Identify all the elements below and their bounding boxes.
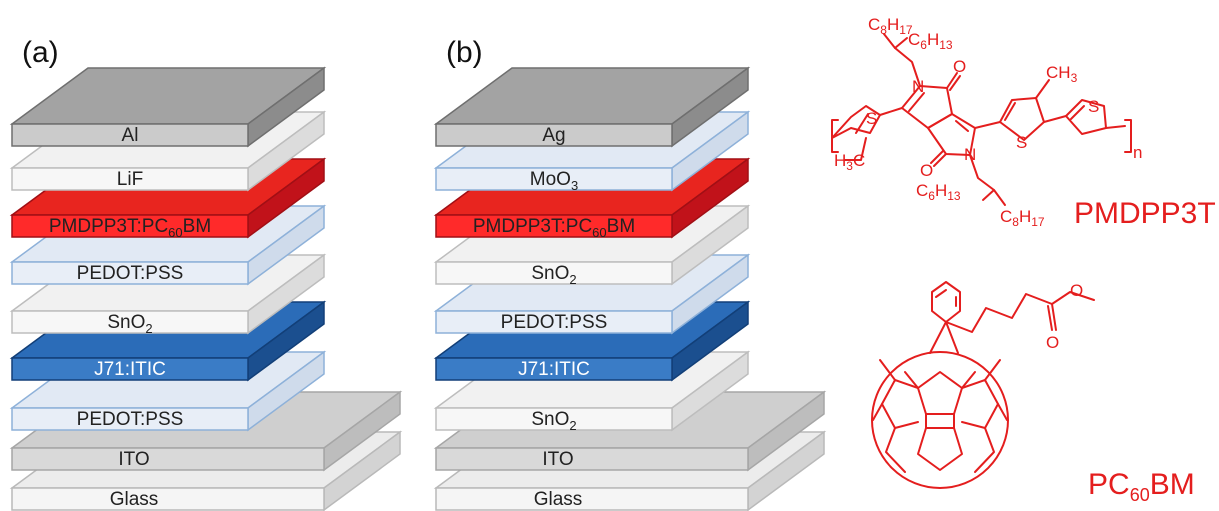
layer-label: ITO <box>542 449 573 470</box>
device-stack-a: Glass ITO PEDOT:PSS J71:ITIC SnO2 PEDOT:PSS PM… <box>9 66 403 511</box>
layer-label: J71:ITIC <box>94 359 166 380</box>
atom-o-top: O <box>953 57 966 76</box>
layer-al: Al <box>9 66 327 148</box>
pcbm-structure <box>871 281 1095 489</box>
layer-label: J71:ITIC <box>518 359 590 380</box>
atom-s-left: S <box>866 109 877 128</box>
layer-front-face <box>435 167 673 191</box>
layer-label: PEDOT:PSS <box>77 263 184 284</box>
molecule-name-pmdpp3t: PMDPP3T <box>1074 197 1216 230</box>
layer-label: ITO <box>118 449 149 470</box>
repeat-unit-n: n <box>1133 143 1142 162</box>
layer-label: SnO2 <box>531 263 576 287</box>
layer-label: Al <box>122 125 139 146</box>
substituent-c8h17-top: C8H17 <box>868 15 913 37</box>
layer-front-face <box>435 261 673 285</box>
substituent-c6h13-top: C6H13 <box>908 30 953 52</box>
layer-front-face <box>11 310 249 334</box>
layer-front-face <box>11 357 249 381</box>
pcbm-labels: O O PC60BM <box>1046 281 1195 505</box>
layer-label: Glass <box>534 489 583 510</box>
atom-o-carbonyl: O <box>1046 333 1059 352</box>
panel-label-a: (a) <box>22 36 59 69</box>
layer-front-face <box>435 487 749 511</box>
substituent-h3c-left: H3C <box>834 151 865 173</box>
substituent-ch3-right: CH3 <box>1046 63 1078 85</box>
pmdpp3t-labels: S N O N O S S n C8H17 C6H13 C6H13 C8H17 … <box>834 15 1216 230</box>
layer-label: SnO2 <box>107 312 152 336</box>
atom-s-middle: S <box>1016 133 1027 152</box>
layer-front-face <box>435 214 673 238</box>
layer-front-face <box>11 447 325 471</box>
layer-label: Glass <box>110 489 159 510</box>
layer-ag: Ag <box>433 66 751 148</box>
layer-front-face <box>435 447 749 471</box>
layer-front-face <box>11 214 249 238</box>
atom-o-bottom: O <box>920 161 933 180</box>
layer-front-face <box>435 123 673 147</box>
layer-label: PMDPP3T:PC60BM <box>473 216 635 240</box>
substituent-c6h13-bottom: C6H13 <box>916 181 961 203</box>
pmdpp3t-structure <box>831 33 1132 206</box>
device-stack-b: Glass ITO SnO2 J71:ITIC PEDOT:PSS SnO2 PMDPP3T… <box>433 66 827 511</box>
atom-n-bottom: N <box>964 145 976 164</box>
layer-label: MoO3 <box>530 169 578 193</box>
molecule-name-pcbm: PC60BM <box>1088 468 1195 505</box>
layer-label: SnO2 <box>531 409 576 433</box>
atom-n-top: N <box>912 77 924 96</box>
layer-front-face <box>435 310 673 334</box>
layer-label: PMDPP3T:PC60BM <box>49 216 211 240</box>
layer-label: PEDOT:PSS <box>77 409 184 430</box>
layer-front-face <box>11 167 249 191</box>
layer-front-face <box>435 407 673 431</box>
layer-label: PEDOT:PSS <box>501 312 608 333</box>
panel-label-b: (b) <box>446 36 483 69</box>
atom-s-right: S <box>1088 97 1099 116</box>
layer-front-face <box>435 357 673 381</box>
atom-o-ester: O <box>1070 281 1083 300</box>
layer-front-face <box>11 261 249 285</box>
substituent-c8h17-bottom: C8H17 <box>1000 207 1045 229</box>
layer-front-face <box>11 487 325 511</box>
layer-front-face <box>11 123 249 147</box>
layer-label: LiF <box>117 169 143 190</box>
layer-label: Ag <box>542 125 565 146</box>
layer-front-face <box>11 407 249 431</box>
